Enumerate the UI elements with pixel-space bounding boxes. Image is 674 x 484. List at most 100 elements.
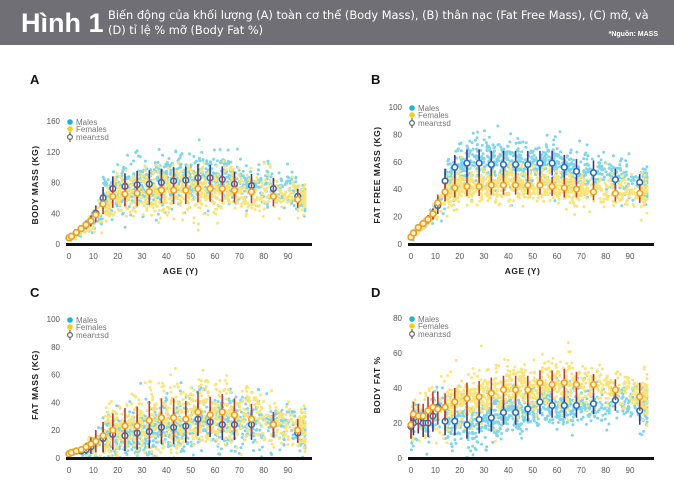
female-point [575,204,579,208]
mean-marker [434,199,442,207]
female-point [218,192,222,196]
male-point [266,205,270,209]
female-point [179,189,183,193]
mean-marker [560,163,568,171]
female-point [236,201,240,205]
female-point [133,199,137,203]
female-point [619,191,623,195]
female-point [213,191,217,195]
mean-marker [475,182,483,191]
male-point [242,176,246,180]
female-point [96,198,100,202]
male-point [630,182,634,186]
female-point [518,196,521,200]
female-point [177,190,181,194]
male-point [623,174,627,178]
female-point [584,196,588,200]
female-point [279,200,283,204]
male-point [258,179,262,182]
male-point [530,179,534,183]
female-point [439,195,443,199]
female-point [131,179,135,183]
male-point [541,156,545,160]
male-point [608,172,612,176]
male-point [582,169,586,173]
male-point [215,159,219,163]
female-point [568,201,572,205]
female-point [204,204,208,208]
female-point [98,454,102,458]
female-point [640,171,644,174]
female-point [115,171,119,175]
figure-caption: Biến động của khối lượng (A) toàn cơ thể… [108,8,649,37]
male-point [224,418,227,421]
female-point [612,204,616,207]
female-point [474,190,478,193]
male-point [102,182,106,186]
male-point [559,150,562,154]
female-point [480,167,484,171]
y-tick-label: 160 [47,117,61,126]
male-point [557,160,561,164]
male-point [631,177,635,181]
male-point [270,172,274,176]
male-point [586,154,590,158]
mean-marker [636,189,644,197]
female-point [141,191,145,195]
female-point [605,162,609,166]
male-point [112,170,115,174]
male-point [517,153,521,157]
female-point [167,180,171,184]
male-point [282,438,286,442]
male-point [620,204,624,208]
male-point [471,131,475,135]
male-point [227,399,231,403]
male-point [122,165,126,169]
male-point [537,146,541,150]
male-point [212,148,216,152]
male-point [508,140,512,144]
male-point [189,444,193,448]
male-point [290,170,294,174]
female-point [260,184,264,188]
mean-marker [109,192,117,200]
female-point [507,163,511,167]
female-point [142,174,146,178]
female-point [118,209,122,213]
male-point [505,152,509,156]
female-point [175,197,179,201]
female-point [512,199,516,203]
male-point [496,143,500,147]
male-point [599,158,603,162]
male-point [165,172,169,176]
male-point [128,410,132,414]
male-point [151,439,155,443]
female-point [133,210,137,214]
male-point [440,197,444,201]
female-point [303,183,307,187]
male-point [285,402,289,406]
female-point [134,452,138,456]
male-point [482,156,486,160]
female-point [448,194,452,198]
male-point [166,176,170,179]
mean-marker [145,188,153,196]
female-point [494,200,498,204]
x-tick-label: 60 [211,252,220,261]
female-point [254,204,258,208]
female-point [510,187,514,191]
female-point [283,194,287,198]
female-point [643,173,647,177]
mean-marker [463,159,471,167]
male-point [226,148,230,152]
female-point [202,212,206,216]
female-point [448,189,452,193]
male-point [258,448,262,452]
female-point [542,179,546,183]
female-point [155,407,158,411]
male-point [553,135,557,139]
female-point [188,206,192,209]
mean-marker [611,189,620,197]
female-point [200,191,204,195]
female-point [455,208,459,211]
